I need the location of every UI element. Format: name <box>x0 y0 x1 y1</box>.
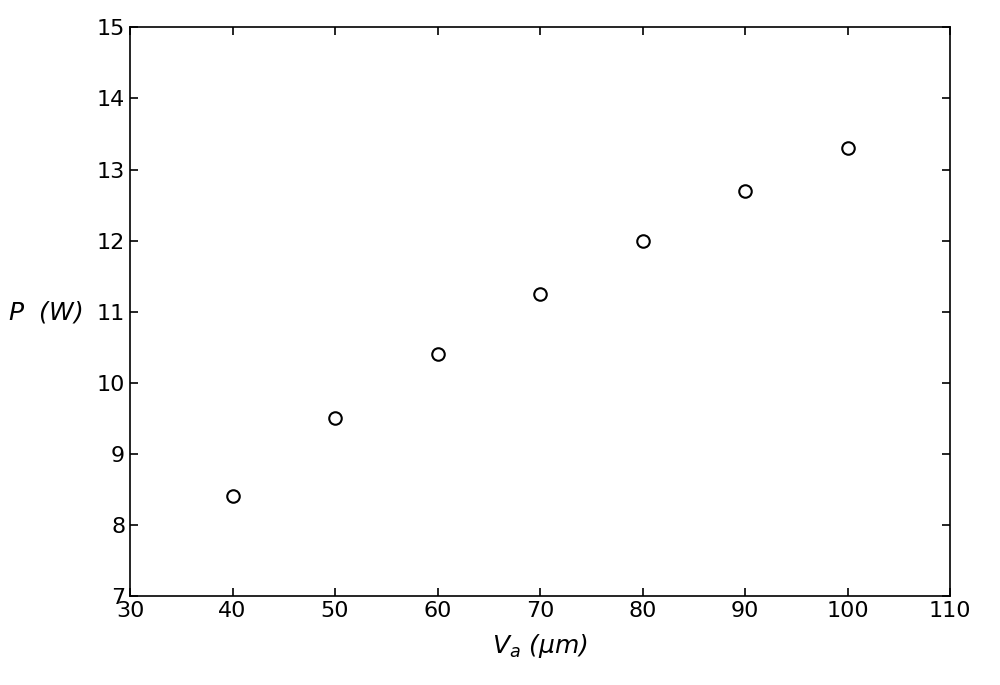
Y-axis label: $P$  (W): $P$ (W) <box>8 299 83 325</box>
X-axis label: $V_a$ ($\mu$m): $V_a$ ($\mu$m) <box>492 632 588 660</box>
